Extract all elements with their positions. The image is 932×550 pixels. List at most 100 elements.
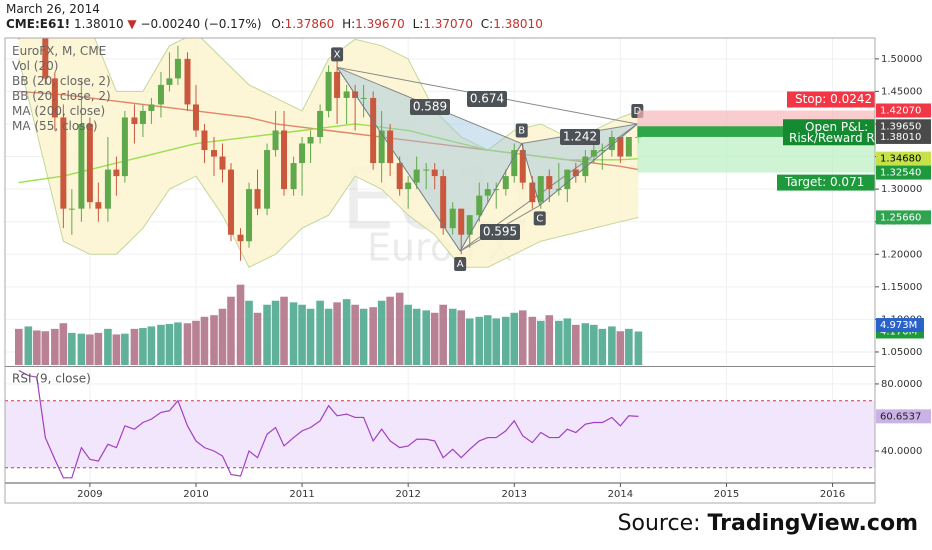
candle-body xyxy=(281,130,288,190)
candle-body xyxy=(227,169,234,235)
ratio-label: 0.589 xyxy=(413,100,447,114)
frame xyxy=(4,37,876,504)
candle-body xyxy=(502,176,509,190)
rsi-line xyxy=(18,369,639,479)
candle-body xyxy=(582,156,589,177)
volume-bar xyxy=(457,310,466,365)
down-arrow: ▼ xyxy=(127,17,137,31)
volume-bar xyxy=(306,308,315,365)
volume-bar xyxy=(147,326,156,365)
x-tick-label: 2013 xyxy=(502,489,527,500)
source: Source: TradingView.com xyxy=(618,511,918,536)
price-label: 1.32540 xyxy=(880,168,921,179)
volume-label: 4.973M xyxy=(880,320,917,331)
volume-bar xyxy=(501,316,510,365)
candle-body xyxy=(440,176,447,229)
legend-ma: MA (200, close) xyxy=(12,104,106,118)
volume-bar xyxy=(492,318,501,365)
candle-body xyxy=(246,189,253,242)
overlay-line xyxy=(18,123,639,184)
candle-body xyxy=(201,130,208,151)
volume-bar xyxy=(139,328,147,365)
volume-bar xyxy=(422,310,431,365)
volume-bar xyxy=(333,302,341,365)
candle-body xyxy=(166,78,173,85)
volume-bar xyxy=(536,320,545,365)
volume-bar xyxy=(227,296,235,365)
candle-body xyxy=(519,150,526,183)
legend-main: EuroFX, M, CME xyxy=(12,44,107,58)
ratio-box xyxy=(410,99,450,115)
ratio-box xyxy=(560,129,600,145)
x-tick-label: 2016 xyxy=(820,489,845,500)
volume-bar xyxy=(430,312,439,365)
volume-label-box xyxy=(876,318,924,333)
overlay-line xyxy=(18,58,639,268)
candle-body xyxy=(139,110,146,124)
candle-body xyxy=(290,163,297,190)
candle-body xyxy=(484,189,491,196)
x-tick-label: 2010 xyxy=(183,489,208,500)
candle-body xyxy=(511,150,518,177)
candle-body xyxy=(219,156,226,170)
legend-volume: Vol (20) xyxy=(12,59,59,73)
candle-body xyxy=(237,234,244,242)
volume-bar xyxy=(563,318,572,365)
candle-body xyxy=(51,78,58,118)
source-name: TradingView.com xyxy=(707,511,918,536)
symbol: CME:E61! xyxy=(6,17,71,31)
x-tick-label: 2014 xyxy=(608,489,633,500)
price-label: 1.34680 xyxy=(880,154,921,165)
x-tick-label: 2009 xyxy=(77,489,102,500)
volume-bar xyxy=(86,334,94,365)
candle-body xyxy=(42,38,49,79)
y-tick-label: 1.45000 xyxy=(881,86,922,97)
rsi-band-fill xyxy=(5,400,875,468)
candle-body xyxy=(370,97,377,164)
volume-bar xyxy=(475,316,484,365)
open-label: O: xyxy=(271,17,285,31)
pattern-point-label: X xyxy=(334,49,341,60)
ratio-box xyxy=(480,224,520,240)
volume-bar xyxy=(608,326,616,365)
candle-body xyxy=(396,163,403,190)
position-label: Open P&L: xyxy=(805,120,868,134)
position-label-box xyxy=(783,119,875,146)
candle-body xyxy=(608,137,615,151)
legend-bb: BB (20, close, 2) xyxy=(12,89,111,103)
candle-body xyxy=(299,143,306,164)
pattern-leg xyxy=(336,67,461,252)
pattern-leg xyxy=(459,143,523,252)
volume-bar xyxy=(298,304,306,365)
volume-bar xyxy=(369,307,377,365)
rsi-value-label: 60.6537 xyxy=(880,411,921,422)
legend-ma: MA (55, close) xyxy=(12,119,98,133)
volume-bar xyxy=(351,304,359,365)
candle-body xyxy=(264,150,271,209)
volume-bar xyxy=(412,308,421,365)
candle-body xyxy=(192,104,199,131)
candle-body xyxy=(131,117,138,124)
x-tick-label: 2015 xyxy=(714,489,739,500)
candle-body xyxy=(617,137,624,157)
price-label: 1.42070 xyxy=(880,106,921,117)
volume-bar xyxy=(165,324,174,365)
quote-line: CME:E61! 1.38010 ▼ −0.00240 (−0.17%) O:1… xyxy=(6,17,547,31)
candle-body xyxy=(466,215,473,235)
price-label-box xyxy=(876,165,931,180)
candle-body xyxy=(564,169,571,190)
x-tick-label: 2011 xyxy=(289,489,314,500)
pattern-point-label: B xyxy=(518,126,525,137)
candle-body xyxy=(431,169,438,177)
volume-bar xyxy=(33,330,41,365)
candle-body xyxy=(378,130,385,164)
volume-bar xyxy=(510,312,519,365)
pattern-point xyxy=(515,123,528,138)
volume-bar xyxy=(616,331,625,365)
position-label: Target: 0.071 xyxy=(784,175,864,189)
volume-bar xyxy=(448,308,457,365)
volume-bar xyxy=(68,332,76,365)
candle-body xyxy=(254,189,261,209)
volume-bar xyxy=(174,322,182,365)
volume-bar xyxy=(130,328,139,365)
